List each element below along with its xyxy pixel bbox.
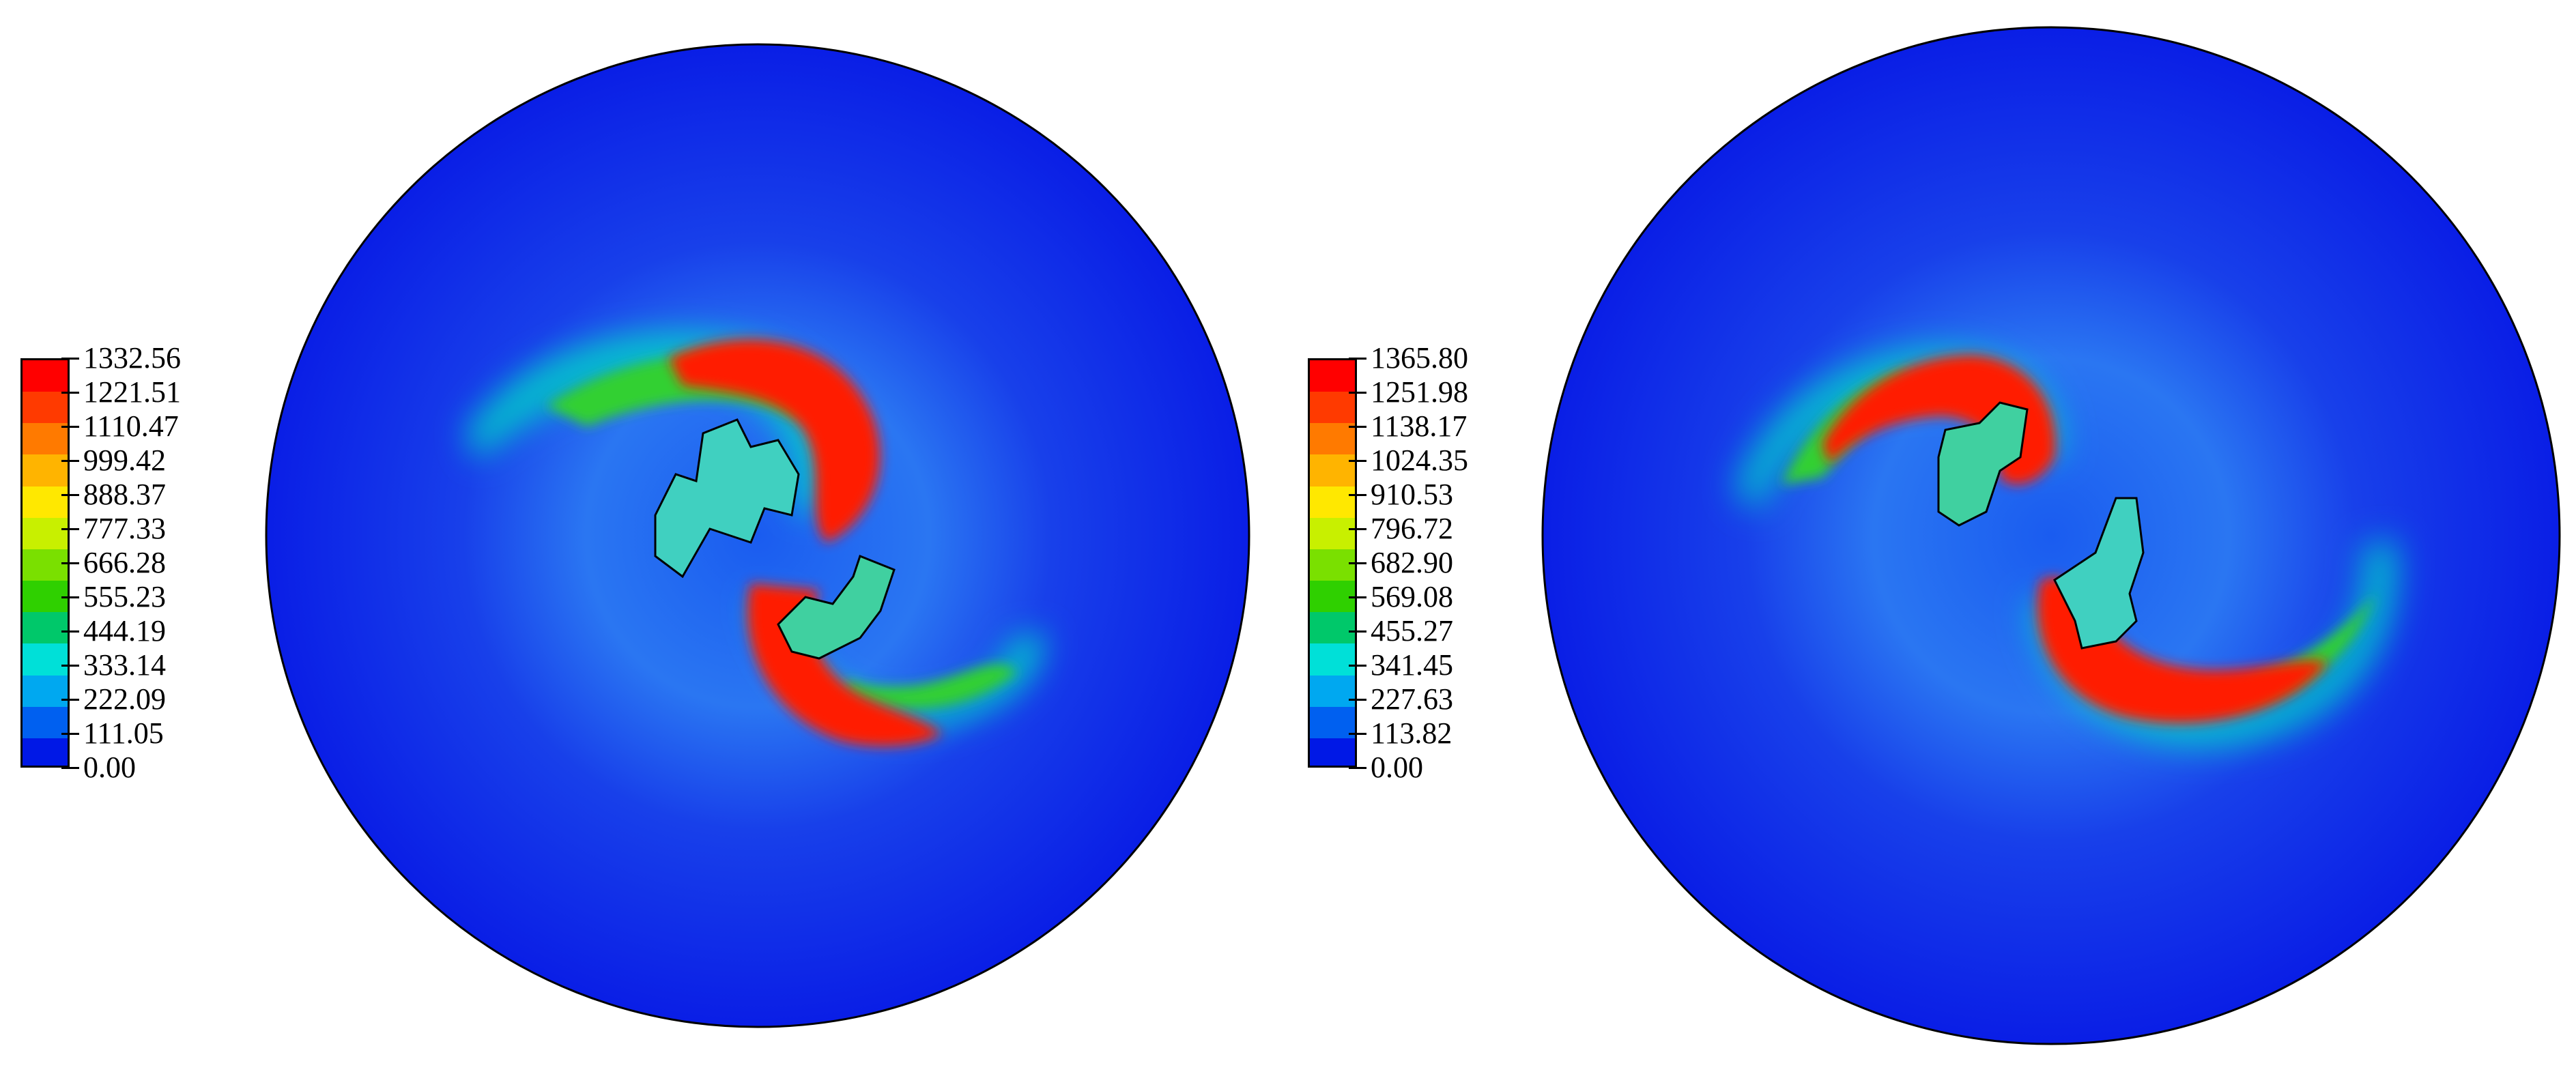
colorbar-segment xyxy=(23,706,68,739)
colorbar-tick xyxy=(61,358,79,360)
colorbar-segment xyxy=(1310,360,1355,393)
blade-outline-top xyxy=(654,418,800,579)
domain-disk xyxy=(265,43,1250,1028)
legend-label: 999.42 xyxy=(83,444,166,477)
domain-disk xyxy=(1541,26,2561,1045)
colorbar-segment xyxy=(1310,643,1355,676)
colorbar-segment xyxy=(1310,454,1355,487)
colorbar-tick xyxy=(1349,630,1366,633)
colorbar-segment xyxy=(23,517,68,550)
legend-label: 777.33 xyxy=(83,512,166,545)
colorbar-segment xyxy=(1310,549,1355,582)
colorbar-tick xyxy=(1349,596,1366,598)
colorbar-right xyxy=(1308,358,1357,768)
colorbar-tick xyxy=(1349,733,1366,735)
legend-label: 796.72 xyxy=(1371,512,1453,545)
green-band-bottom xyxy=(846,665,1017,709)
legend-label: 682.90 xyxy=(1371,546,1453,579)
blade-outline-bottom xyxy=(777,555,896,660)
colorbar-tick xyxy=(61,630,79,633)
blade-outline-bottom xyxy=(2053,497,2145,650)
colorbar-segment xyxy=(23,581,68,613)
colorbar-segment xyxy=(23,423,68,456)
colorbar-segment xyxy=(23,612,68,645)
colorbar-tick xyxy=(61,562,79,564)
legend-label: 111.05 xyxy=(83,716,164,750)
legend-label: 0.00 xyxy=(83,751,136,784)
colorbar-segment xyxy=(23,643,68,676)
legend-label: 1110.47 xyxy=(83,409,179,443)
legend-label: 333.14 xyxy=(83,648,166,682)
legend-label: 341.45 xyxy=(1371,648,1453,682)
legend-label: 227.63 xyxy=(1371,682,1453,716)
colorbar-segment xyxy=(1310,517,1355,550)
legend-label: 1024.35 xyxy=(1371,444,1468,477)
legend-label: 1221.51 xyxy=(83,375,181,409)
colorbar-left xyxy=(20,358,70,768)
colorbar-tick xyxy=(1349,392,1366,394)
colorbar-segment xyxy=(1310,738,1355,766)
colorbar-segment xyxy=(23,738,68,766)
legend-label: 1332.56 xyxy=(83,341,181,375)
blade-outline-top xyxy=(1937,401,2029,527)
legend-label: 888.37 xyxy=(83,478,166,511)
high-velocity-bottom xyxy=(2037,577,2328,724)
colorbar-segment xyxy=(1310,675,1355,708)
colorbar-tick xyxy=(61,699,79,701)
colorbar-tick xyxy=(61,460,79,462)
contour-panel-right: 1365.80 1251.98 1138.17 1024.35 910.53 7… xyxy=(1283,0,2576,1074)
colorbar-tick xyxy=(61,733,79,735)
colorbar-tick xyxy=(61,528,79,530)
colorbar-segment xyxy=(1310,392,1355,424)
colorbar-tick xyxy=(61,392,79,394)
legend-label: 555.23 xyxy=(83,580,166,613)
legend-label: 0.00 xyxy=(1371,751,1423,784)
colorbar-segment xyxy=(1310,581,1355,613)
legend-label: 455.27 xyxy=(1371,614,1453,648)
colorbar-segment xyxy=(23,360,68,393)
colorbar-segment xyxy=(23,549,68,582)
velocity-field-right xyxy=(1541,26,2561,1045)
colorbar-segment xyxy=(1310,706,1355,739)
legend-label: 444.19 xyxy=(83,614,166,648)
colorbar-tick xyxy=(61,767,79,769)
colorbar-tick xyxy=(1349,528,1366,530)
contour-panel-left: 1332.56 1221.51 1110.47 999.42 888.37 77… xyxy=(0,0,1270,1074)
colorbar-segment xyxy=(23,486,68,519)
legend-label: 113.82 xyxy=(1371,716,1452,750)
legend-label: 666.28 xyxy=(83,546,166,579)
colorbar-segment xyxy=(23,675,68,708)
colorbar-tick xyxy=(61,665,79,667)
legend-label: 1365.80 xyxy=(1371,341,1468,375)
legend-label: 910.53 xyxy=(1371,478,1453,511)
colorbar-segment xyxy=(1310,486,1355,519)
high-velocity-top xyxy=(669,339,881,542)
legend-label: 222.09 xyxy=(83,682,166,716)
velocity-field-left xyxy=(265,43,1250,1028)
colorbar-tick xyxy=(1349,562,1366,564)
legend-label: 1138.17 xyxy=(1371,409,1468,443)
colorbar-tick xyxy=(1349,767,1366,769)
colorbar-tick xyxy=(1349,426,1366,428)
colorbar-tick xyxy=(1349,358,1366,360)
colorbar-segment xyxy=(1310,423,1355,456)
colorbar-segment xyxy=(1310,612,1355,645)
colorbar-tick xyxy=(61,494,79,496)
colorbar-tick xyxy=(1349,665,1366,667)
colorbar-segment xyxy=(23,454,68,487)
legend-label: 1251.98 xyxy=(1371,375,1468,409)
colorbar-tick xyxy=(1349,699,1366,701)
colorbar-tick xyxy=(61,426,79,428)
colorbar-tick xyxy=(1349,460,1366,462)
colorbar-tick xyxy=(1349,494,1366,496)
colorbar-segment xyxy=(23,392,68,424)
legend-label: 569.08 xyxy=(1371,580,1453,613)
colorbar-tick xyxy=(61,596,79,598)
